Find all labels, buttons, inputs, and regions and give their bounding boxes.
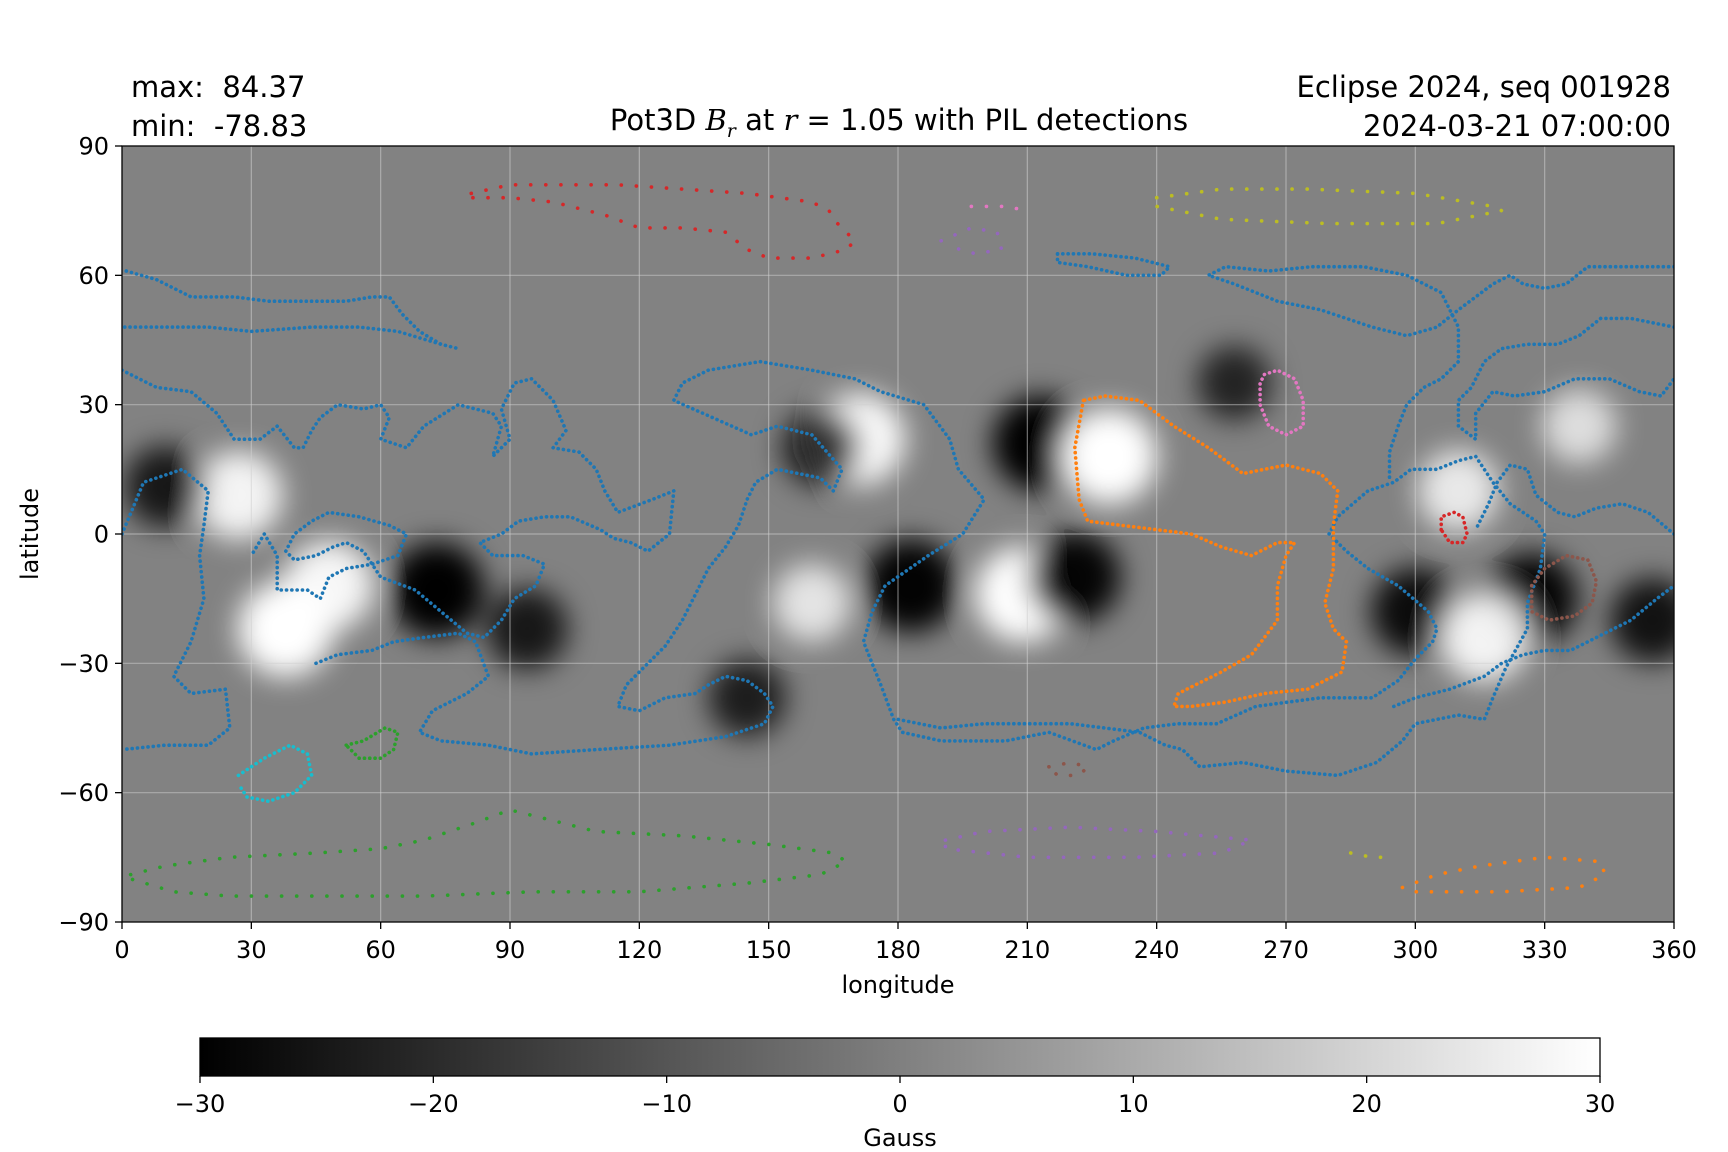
y-tick-label-0: 90 bbox=[78, 133, 109, 161]
field-feature-3 bbox=[863, 538, 959, 633]
x-tick-label-0: 0 bbox=[114, 936, 129, 964]
pil-contour-3 bbox=[1392, 583, 1674, 709]
field-feature-1 bbox=[1061, 408, 1158, 505]
colorbar-tick-label-0: −30 bbox=[175, 1090, 226, 1118]
field-feature-15 bbox=[1609, 577, 1674, 663]
pil-contour-7 bbox=[1206, 264, 1674, 485]
y-axis: 90 60 30 0 −30 −60 −90 bbox=[58, 133, 122, 937]
pil-contour-9 bbox=[1073, 394, 1349, 709]
pil-contour-8 bbox=[1055, 252, 1172, 278]
colorbar-tick-label-6: 30 bbox=[1585, 1090, 1616, 1118]
x-tick-label-5: 150 bbox=[746, 936, 792, 964]
event-sequence-label: Eclipse 2024, seq 001928 bbox=[1296, 70, 1671, 104]
pil-contour-11 bbox=[1439, 510, 1469, 545]
field-feature-17 bbox=[708, 658, 787, 737]
x-tick-label-1: 30 bbox=[236, 936, 267, 964]
pil-contour-21 bbox=[1154, 187, 1504, 226]
grid-lines bbox=[122, 146, 1674, 922]
field-feature-21 bbox=[1541, 389, 1617, 464]
colorbar: −30 −20 −10 0 10 20 30 Gauss bbox=[175, 1037, 1616, 1152]
title-rvar: r bbox=[783, 103, 798, 137]
pil-contour-1 bbox=[122, 368, 676, 640]
x-tick-label-7: 210 bbox=[1004, 936, 1050, 964]
pil-contour-6 bbox=[1456, 316, 1674, 442]
max-value-label: max: 84.37 bbox=[131, 70, 306, 104]
pil-contour-14 bbox=[344, 726, 400, 761]
field-feature-8 bbox=[283, 540, 375, 632]
pil-contour-2 bbox=[314, 359, 1547, 778]
colorbar-label: Gauss bbox=[863, 1124, 937, 1152]
field-feature-10 bbox=[124, 445, 206, 528]
pil-detections bbox=[122, 183, 1674, 898]
colorbar-ticks: −30 −20 −10 0 10 20 30 bbox=[175, 1076, 1616, 1118]
colorbar-tick-label-3: 0 bbox=[892, 1090, 907, 1118]
x-axis: 0 30 60 90 120 150 180 210 240 270 300 330 360 bbox=[114, 922, 1697, 964]
y-tick-label-4: −30 bbox=[58, 650, 109, 678]
x-tick-label-3: 90 bbox=[495, 936, 526, 964]
chart-title: Pot3D Br at r = 1.05 with PIL detections bbox=[0, 103, 1728, 142]
x-tick-label-4: 120 bbox=[616, 936, 662, 964]
pil-contour-16 bbox=[128, 808, 849, 898]
timestamp-label: 2024-03-21 07:00:00 bbox=[1363, 109, 1671, 143]
min-value-label: min: -78.83 bbox=[131, 109, 308, 143]
field-feature-9 bbox=[194, 450, 283, 540]
colorbar-tick-label-5: 20 bbox=[1351, 1090, 1382, 1118]
pil-contour-0 bbox=[122, 467, 232, 752]
colorbar-gradient bbox=[199, 1037, 1601, 1077]
y-tick-label-6: −90 bbox=[58, 909, 109, 937]
x-axis-label: longitude bbox=[841, 971, 954, 999]
field-feature-14 bbox=[1417, 450, 1500, 532]
pil-contour-12 bbox=[1529, 553, 1599, 623]
x-tick-label-12: 360 bbox=[1651, 936, 1697, 964]
title-prefix: Pot3D bbox=[609, 103, 706, 137]
pil-contour-15 bbox=[236, 743, 314, 804]
x-tick-label-6: 180 bbox=[875, 936, 921, 964]
title-var: B bbox=[705, 103, 727, 137]
colorbar-tick-label-4: 10 bbox=[1118, 1090, 1149, 1118]
field-feature-20 bbox=[772, 563, 851, 642]
pil-contour-5 bbox=[122, 269, 461, 351]
pil-contour-4 bbox=[1473, 463, 1674, 536]
title-suffix: = 1.05 with PIL detections bbox=[797, 103, 1189, 137]
x-tick-label-11: 330 bbox=[1522, 936, 1568, 964]
field-feature-18 bbox=[781, 408, 860, 487]
colorbar-tick-label-2: −10 bbox=[641, 1090, 692, 1118]
pil-contour-23 bbox=[1400, 855, 1607, 894]
field-feature-6 bbox=[388, 542, 485, 639]
y-axis-label: latitude bbox=[16, 488, 44, 580]
x-tick-label-10: 300 bbox=[1392, 936, 1438, 964]
colorbar-tick-label-1: −20 bbox=[408, 1090, 459, 1118]
pil-contour-10 bbox=[1258, 368, 1305, 437]
title-mid: at bbox=[735, 103, 784, 137]
field-feature-13 bbox=[1439, 593, 1529, 682]
field-feature-16 bbox=[486, 588, 569, 670]
x-tick-label-8: 240 bbox=[1134, 936, 1180, 964]
pil-contour-13 bbox=[1047, 760, 1090, 778]
x-tick-label-2: 60 bbox=[365, 936, 396, 964]
y-tick-label-2: 30 bbox=[78, 391, 109, 419]
y-tick-label-1: 60 bbox=[78, 262, 109, 290]
y-tick-label-5: −60 bbox=[58, 779, 109, 807]
field-feature-5 bbox=[1028, 530, 1121, 624]
title-sub: r bbox=[726, 119, 736, 142]
x-tick-label-9: 270 bbox=[1263, 936, 1309, 964]
field-feature-19 bbox=[1197, 345, 1272, 421]
y-tick-label-3: 0 bbox=[94, 521, 109, 549]
plot-area bbox=[122, 146, 1674, 922]
